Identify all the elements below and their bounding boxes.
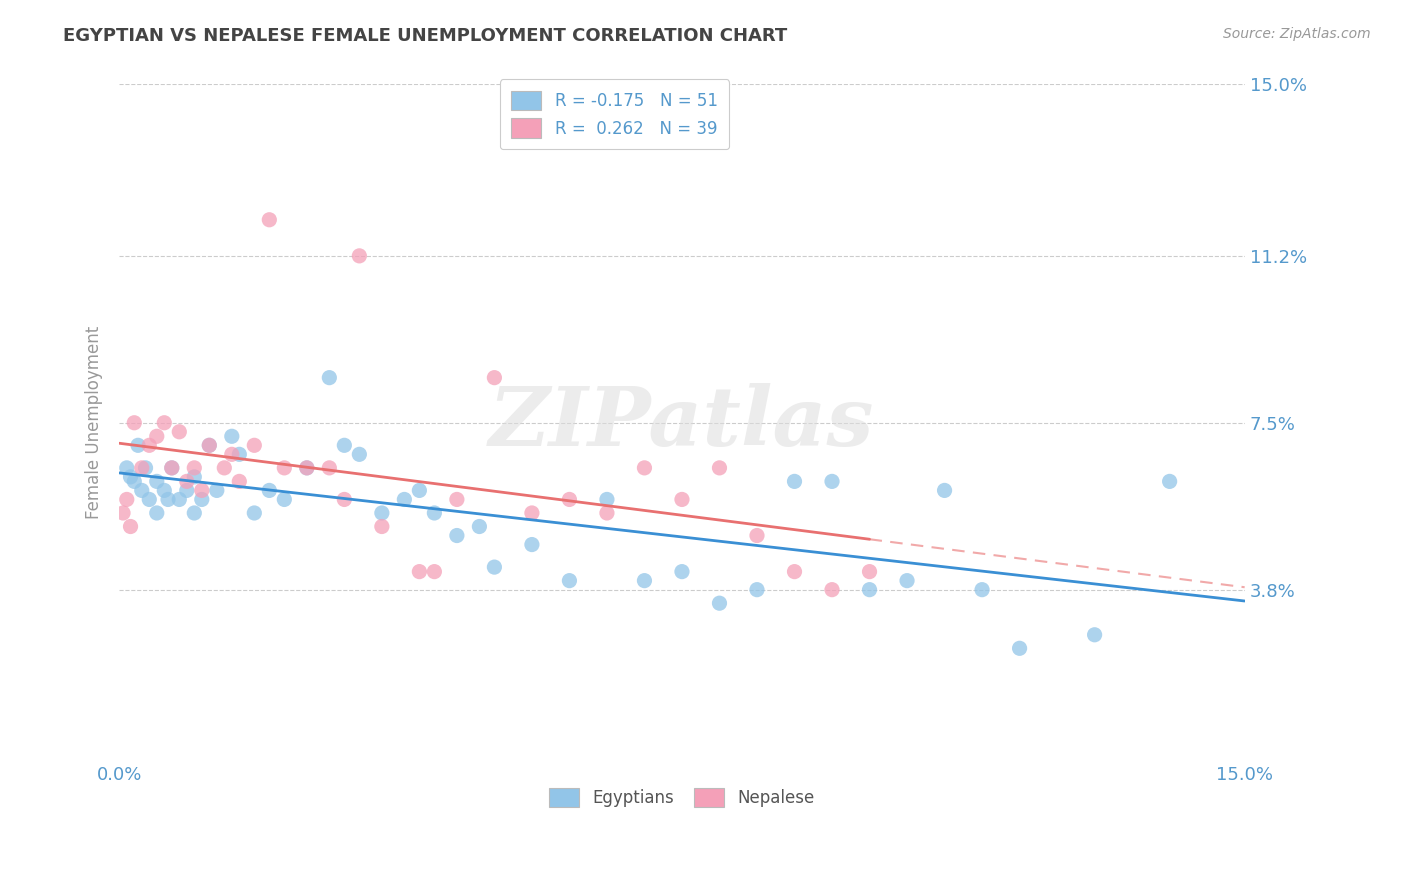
Point [221, 429, 243, 443]
Point [423, 506, 446, 520]
Point [115, 492, 138, 507]
Point [131, 483, 153, 498]
Point [558, 492, 581, 507]
Point [183, 506, 205, 520]
Point [484, 560, 506, 574]
Point [596, 492, 619, 507]
Point [558, 574, 581, 588]
Point [228, 447, 250, 461]
Point [198, 438, 221, 452]
Point [896, 574, 918, 588]
Point [858, 565, 880, 579]
Point [124, 416, 146, 430]
Point [934, 483, 956, 498]
Point [135, 461, 157, 475]
Point [333, 438, 356, 452]
Point [520, 537, 543, 551]
Point [221, 447, 243, 461]
Point [153, 416, 176, 430]
Point [446, 528, 468, 542]
Y-axis label: Female Unemployment: Female Unemployment [86, 326, 103, 519]
Point [745, 582, 768, 597]
Point [115, 461, 138, 475]
Text: ZIPatlas: ZIPatlas [489, 383, 875, 463]
Point [127, 438, 149, 452]
Point [198, 438, 221, 452]
Point [408, 483, 430, 498]
Point [318, 461, 340, 475]
Point [111, 506, 134, 520]
Text: Source: ZipAtlas.com: Source: ZipAtlas.com [1223, 27, 1371, 41]
Point [671, 492, 693, 507]
Point [821, 582, 844, 597]
Point [333, 492, 356, 507]
Point [349, 447, 371, 461]
Point [408, 565, 430, 579]
Point [709, 596, 731, 610]
Point [318, 370, 340, 384]
Point [214, 461, 236, 475]
Point [468, 519, 491, 533]
Point [273, 461, 295, 475]
Point [176, 483, 198, 498]
Point [205, 483, 228, 498]
Point [153, 483, 176, 498]
Point [821, 475, 844, 489]
Point [1159, 475, 1181, 489]
Point [146, 475, 169, 489]
Point [176, 475, 198, 489]
Legend: Egyptians, Nepalese: Egyptians, Nepalese [543, 781, 821, 814]
Point [124, 475, 146, 489]
Point [745, 528, 768, 542]
Point [169, 425, 191, 439]
Point [484, 370, 506, 384]
Point [394, 492, 416, 507]
Point [1084, 628, 1107, 642]
Point [120, 519, 142, 533]
Point [243, 438, 266, 452]
Point [273, 492, 295, 507]
Point [633, 461, 655, 475]
Point [169, 492, 191, 507]
Point [146, 429, 169, 443]
Point [371, 519, 394, 533]
Point [160, 461, 183, 475]
Point [633, 574, 655, 588]
Point [191, 492, 214, 507]
Point [858, 582, 880, 597]
Point [259, 212, 281, 227]
Point [146, 506, 169, 520]
Point [138, 438, 160, 452]
Point [349, 249, 371, 263]
Point [446, 492, 468, 507]
Point [295, 461, 318, 475]
Point [970, 582, 993, 597]
Point [157, 492, 180, 507]
Point [259, 483, 281, 498]
Point [131, 461, 153, 475]
Point [191, 483, 214, 498]
Point [783, 565, 806, 579]
Point [183, 470, 205, 484]
Point [228, 475, 250, 489]
Point [423, 565, 446, 579]
Point [1008, 641, 1031, 656]
Point [371, 506, 394, 520]
Point [138, 492, 160, 507]
Point [120, 470, 142, 484]
Point [520, 506, 543, 520]
Point [183, 461, 205, 475]
Point [243, 506, 266, 520]
Point [709, 461, 731, 475]
Text: EGYPTIAN VS NEPALESE FEMALE UNEMPLOYMENT CORRELATION CHART: EGYPTIAN VS NEPALESE FEMALE UNEMPLOYMENT… [63, 27, 787, 45]
Point [783, 475, 806, 489]
Point [295, 461, 318, 475]
Point [596, 506, 619, 520]
Point [671, 565, 693, 579]
Point [160, 461, 183, 475]
